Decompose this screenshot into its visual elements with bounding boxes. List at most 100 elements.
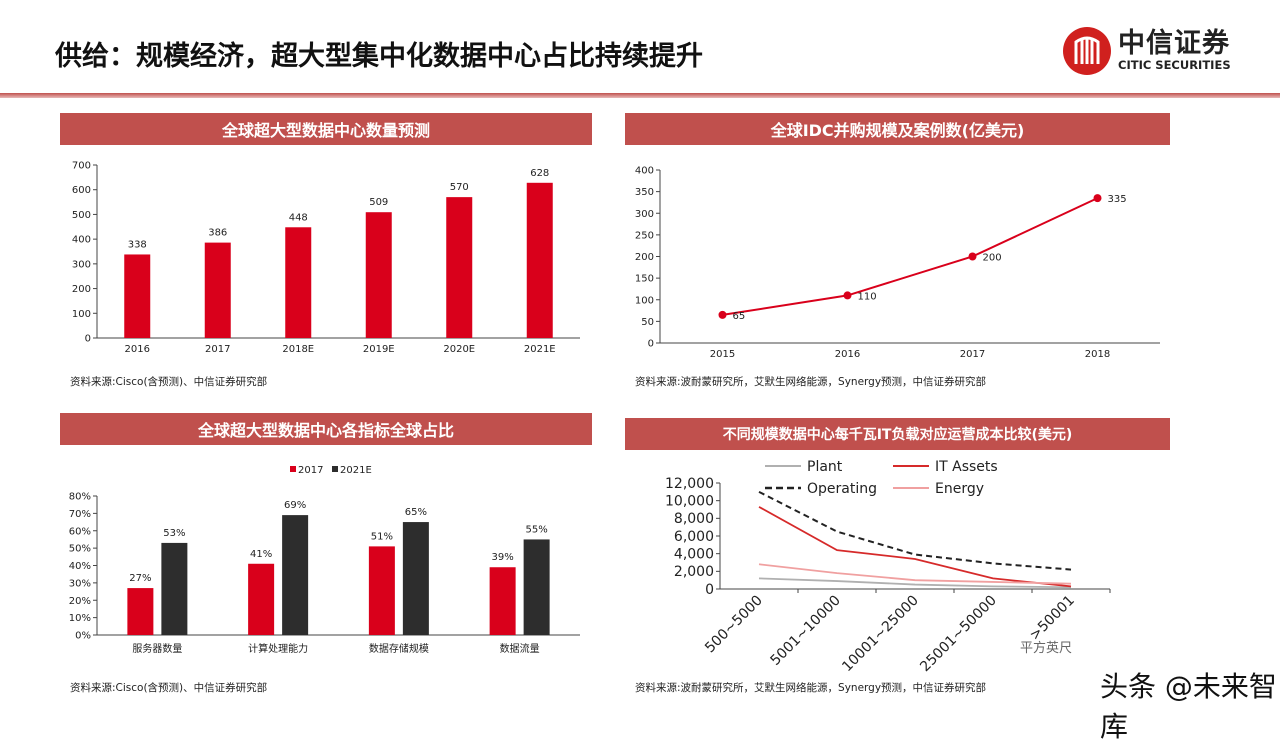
data-label: 200 [983,253,1002,264]
y-tick-label: 6,000 [674,529,714,545]
citic-emblem-icon [1063,27,1111,75]
y-tick-label: 30% [69,578,91,589]
y-tick-label: 700 [72,161,91,172]
y-tick-label: 200 [635,252,654,263]
data-label: 69% [284,500,306,511]
bar [204,242,231,338]
logo-cn: 中信证券 [1118,28,1230,59]
y-tick-label: 150 [635,274,654,285]
title-divider [0,93,1280,98]
legend-label: Energy [935,481,984,497]
data-point [843,291,852,300]
bar [124,254,151,338]
bar [523,539,550,635]
y-tick-label: 600 [72,185,91,196]
bar [282,515,309,635]
y-tick-label: 4,000 [674,547,714,563]
data-label: 628 [530,168,549,179]
y-tick-label: 10,000 [665,494,714,510]
data-point [968,252,977,261]
y-tick-label: 20% [69,596,91,607]
y-tick-label: 12,000 [665,476,714,492]
bar [127,588,154,635]
data-label: 448 [289,212,308,223]
y-tick-label: 50 [641,317,654,328]
source-1: 资料来源:Cisco(含预测)、中信证券研究部 [70,376,268,388]
x-tick-label: >50001 [1027,593,1078,644]
source-2: 资料来源:波耐蒙研究所，艾默生网络能源，Synergy预测，中信证券研究部 [635,376,987,388]
y-tick-label: 500 [72,210,91,221]
source-3: 资料来源:Cisco(含预测)、中信证券研究部 [70,682,268,694]
panel-header-4: 不同规模数据中心每千瓦IT负载对应运营成本比较(美元) [625,418,1170,450]
bar [446,197,473,338]
data-label: 65% [405,507,427,518]
y-tick-label: 350 [635,187,654,198]
y-tick-label: 80% [69,492,91,503]
data-label: 39% [492,552,514,563]
y-tick-label: 300 [635,209,654,220]
bar [368,546,395,635]
x-tick-label: 2017 [960,349,985,360]
y-tick-label: 50% [69,544,91,555]
x-tick-label: 2016 [835,349,860,360]
legend-swatch [332,466,338,472]
series-line [758,563,1072,585]
bar [365,212,392,338]
y-tick-label: 200 [72,284,91,295]
x-tick-label: 服务器数量 [132,642,182,655]
data-label: 110 [858,291,877,302]
data-label: 338 [128,239,147,250]
y-tick-label: 400 [72,235,91,246]
x-tick-label: 25001~50000 [917,593,1000,676]
source-4: 资料来源:波耐蒙研究所，艾默生网络能源，Synergy预测，中信证券研究部 [635,682,987,694]
data-label: 570 [450,182,469,193]
x-tick-label: 2016 [125,344,150,355]
y-tick-label: 70% [69,509,91,520]
bar [489,567,516,635]
charts-canvas: 0100200300400500600700338201638620174482… [69,161,1160,676]
x-tick-label: 2017 [205,344,230,355]
data-label: 53% [163,528,185,539]
data-label: 55% [526,524,548,535]
data-point [1093,194,1102,203]
x-tick-label: 10001~25000 [839,593,922,676]
y-tick-label: 2,000 [674,564,714,580]
x-tick-label: 2020E [443,344,475,355]
y-tick-label: 250 [635,230,654,241]
y-tick-label: 400 [635,166,654,177]
legend-label: Plant [807,459,843,475]
y-tick-label: 0 [85,334,91,345]
data-point [718,310,727,319]
data-label: 509 [369,197,388,208]
x-tick-label: 2018 [1085,349,1110,360]
legend-label: Operating [807,481,877,497]
x-tick-label: 2015 [710,349,735,360]
data-label: 27% [129,573,151,584]
x-tick-label: 5001~10000 [768,593,844,669]
data-label: 51% [371,531,393,542]
y-tick-label: 300 [72,259,91,270]
panel-header-2: 全球IDC并购规模及案例数(亿美元) [625,113,1170,145]
series-line [722,197,1098,316]
x-axis-label: 平方英尺 [1020,640,1072,656]
x-tick-label: 2019E [363,344,395,355]
legend-label: 2021E [340,465,372,476]
data-label: 335 [1108,194,1127,205]
bar [248,563,275,635]
legend-swatch [290,466,296,472]
legend-label: 2017 [298,465,323,476]
series-line [758,577,1072,589]
page-title: 供给：规模经济，超大型集中化数据中心占比持续提升 [55,41,703,72]
y-tick-label: 8,000 [674,511,714,527]
citic-logo: 中信证券 CITIC SECURITIES [1062,26,1231,76]
y-tick-label: 0 [648,339,654,350]
x-tick-label: 数据流量 [500,642,540,655]
logo-en: CITIC SECURITIES [1118,58,1231,72]
y-tick-label: 10% [69,613,91,624]
legend-label: IT Assets [935,459,998,475]
y-tick-label: 100 [635,295,654,306]
x-tick-label: 500~5000 [702,593,766,657]
x-tick-label: 数据存储规模 [369,642,429,655]
series-line [758,490,1072,571]
data-label: 65 [733,311,746,322]
